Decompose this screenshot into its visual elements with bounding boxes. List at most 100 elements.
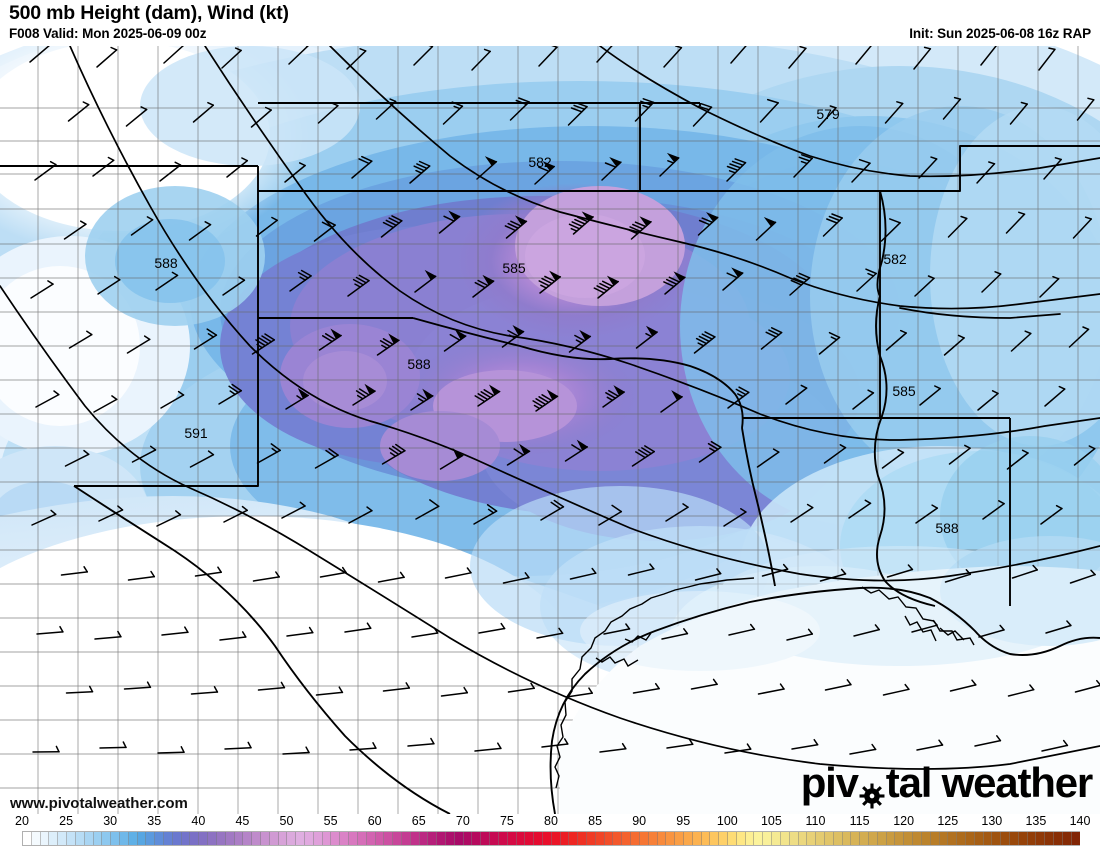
wind-barb xyxy=(285,388,310,410)
colorbar-segment xyxy=(23,832,32,845)
wind-barb xyxy=(504,215,528,239)
colorbar-segment xyxy=(75,832,85,845)
wind-barb xyxy=(473,504,498,525)
colorbar-segment xyxy=(287,832,297,845)
colorbar-segment xyxy=(384,832,394,845)
colorbar-segment xyxy=(1045,832,1055,845)
wind-barb xyxy=(313,219,336,242)
colorbar-segment xyxy=(296,832,305,845)
wind-barb xyxy=(439,447,464,470)
wind-barb xyxy=(347,274,370,297)
colorbar-tick: 70 xyxy=(455,814,470,828)
colorbar-segment xyxy=(622,832,632,845)
wind-barb xyxy=(593,275,620,299)
wind-barb xyxy=(565,687,593,698)
colorbar-segment xyxy=(992,832,1002,845)
colorbar-segment xyxy=(454,832,464,845)
colorbar-swatches[interactable] xyxy=(22,831,1080,846)
wind-barb xyxy=(634,98,655,122)
wind-barb xyxy=(190,686,219,695)
wind-barb xyxy=(127,570,156,581)
colorbar-segment xyxy=(375,832,385,845)
wind-barb xyxy=(853,624,880,637)
colorbar-segment xyxy=(780,832,790,845)
wind-barb xyxy=(881,448,905,469)
map-header: 500 mb Height (dam), Wind (kt) F008 Vali… xyxy=(0,0,1100,46)
colorbar-segment xyxy=(877,832,887,845)
colorbar-tick: 135 xyxy=(1025,814,1047,828)
wind-barb xyxy=(476,156,498,180)
wind-barb xyxy=(94,630,122,640)
wind-barb xyxy=(474,384,501,407)
colorbar-segment xyxy=(692,832,702,845)
map-canvas[interactable]: 579 582 582 585 585 588 588 588 591 xyxy=(0,46,1100,815)
wind-barb xyxy=(193,328,218,350)
colorbar-segment xyxy=(507,832,517,845)
wind-barb xyxy=(221,47,242,69)
wind-barb xyxy=(130,216,154,236)
colorbar-segment xyxy=(639,832,649,845)
colorbar-segment xyxy=(745,832,755,845)
colorbar-segment xyxy=(595,832,605,845)
wind-barb xyxy=(824,679,852,691)
wind-barb xyxy=(224,741,252,750)
wind-barb xyxy=(1044,385,1066,407)
wind-barb xyxy=(757,683,785,695)
wind-barb xyxy=(915,504,939,524)
wind-barb xyxy=(381,443,406,465)
colorbar-tick: 85 xyxy=(588,814,603,828)
colorbar-segment xyxy=(243,832,253,845)
wind-barb xyxy=(501,325,525,348)
wind-barb xyxy=(194,566,222,577)
colorbar-segment xyxy=(84,832,94,845)
colorbar-segment xyxy=(895,832,905,845)
wind-barb xyxy=(98,505,124,522)
colorbar-tick: 60 xyxy=(367,814,382,828)
wind-barb xyxy=(665,503,689,522)
wind-barb xyxy=(564,439,589,462)
wind-barb xyxy=(631,445,655,467)
contour-label: 588 xyxy=(154,255,178,271)
wind-barb xyxy=(942,96,962,120)
colorbar-segment xyxy=(234,832,244,845)
colorbar-segment xyxy=(542,832,552,845)
wind-barb xyxy=(35,390,60,408)
wind-barb xyxy=(822,213,843,237)
wind-barb xyxy=(377,571,405,583)
wind-barb xyxy=(189,450,215,468)
wind-barb xyxy=(756,448,780,468)
logo-text-pre: piv xyxy=(800,759,859,806)
wind-barb xyxy=(93,395,118,413)
wind-barb xyxy=(123,681,152,690)
wind-barb xyxy=(376,333,400,356)
colorbar-segment xyxy=(1027,832,1037,845)
wind-barb xyxy=(255,216,278,237)
wind-barb xyxy=(257,681,286,691)
wind-barb xyxy=(730,46,747,64)
wind-barb xyxy=(602,385,626,408)
wind-barb xyxy=(1073,445,1096,466)
wind-barb xyxy=(880,218,901,242)
wind-barb xyxy=(663,46,683,68)
wind-barb xyxy=(761,563,789,577)
colorbar-tick: 35 xyxy=(147,814,162,828)
wind-barb xyxy=(568,211,595,235)
wind-barb xyxy=(1043,157,1062,180)
wind-barb xyxy=(596,46,613,63)
colorbar-segment xyxy=(965,832,975,845)
colorbar-segment xyxy=(578,832,587,845)
wind-barb xyxy=(67,101,90,122)
wind-barb xyxy=(409,160,431,184)
colorbar-segment xyxy=(560,832,570,845)
wind-barb xyxy=(793,154,813,178)
wind-barb xyxy=(760,327,783,350)
colorbar-segment xyxy=(569,832,579,845)
wind-barb xyxy=(218,383,243,405)
wind-barb xyxy=(981,271,1002,293)
colorbar-segment xyxy=(860,832,869,845)
colorbar-tick: 130 xyxy=(981,814,1003,828)
wind-barb xyxy=(251,333,276,355)
colorbar-segment xyxy=(410,832,420,845)
colorbar-segment xyxy=(604,832,614,845)
wind-barb xyxy=(159,161,182,182)
